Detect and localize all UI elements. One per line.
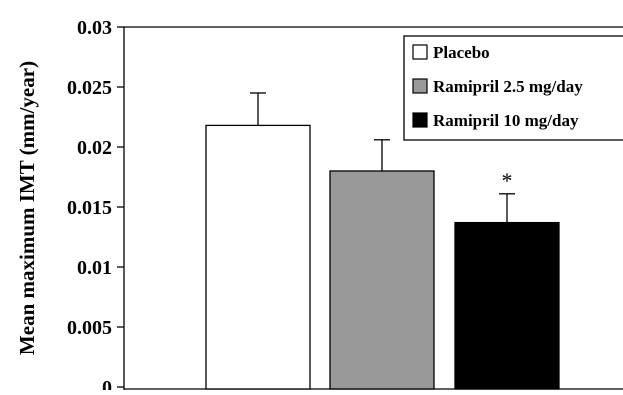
y-tick-label: 0.03 bbox=[77, 17, 112, 39]
legend-label: Placebo bbox=[433, 43, 490, 62]
y-tick-label: 0 bbox=[102, 377, 112, 390]
bars: * bbox=[205, 92, 560, 390]
bar-1 bbox=[329, 170, 435, 390]
legend: Placebo Ramipril 2.5 mg/day Ramipril 10 mg… bbox=[403, 35, 623, 141]
significance-marker: * bbox=[502, 168, 513, 193]
legend-swatch bbox=[412, 78, 428, 94]
y-axis-label: Mean maximum IMT (mm/year) bbox=[15, 61, 39, 355]
legend-label: Ramipril 10 mg/day bbox=[433, 111, 579, 130]
y-tick-label: 0.02 bbox=[77, 137, 112, 159]
y-tick-label: 0.005 bbox=[67, 317, 112, 339]
bar-2 bbox=[454, 221, 560, 390]
legend-swatch bbox=[412, 44, 428, 60]
y-tick-label: 0.01 bbox=[77, 257, 112, 279]
legend-swatch bbox=[412, 112, 428, 128]
y-tick-label: 0.025 bbox=[67, 77, 112, 99]
y-tick-label: 0.015 bbox=[67, 197, 112, 219]
legend-label: Ramipril 2.5 mg/day bbox=[433, 77, 583, 96]
legend-box bbox=[403, 35, 623, 141]
bar-0 bbox=[205, 124, 311, 390]
